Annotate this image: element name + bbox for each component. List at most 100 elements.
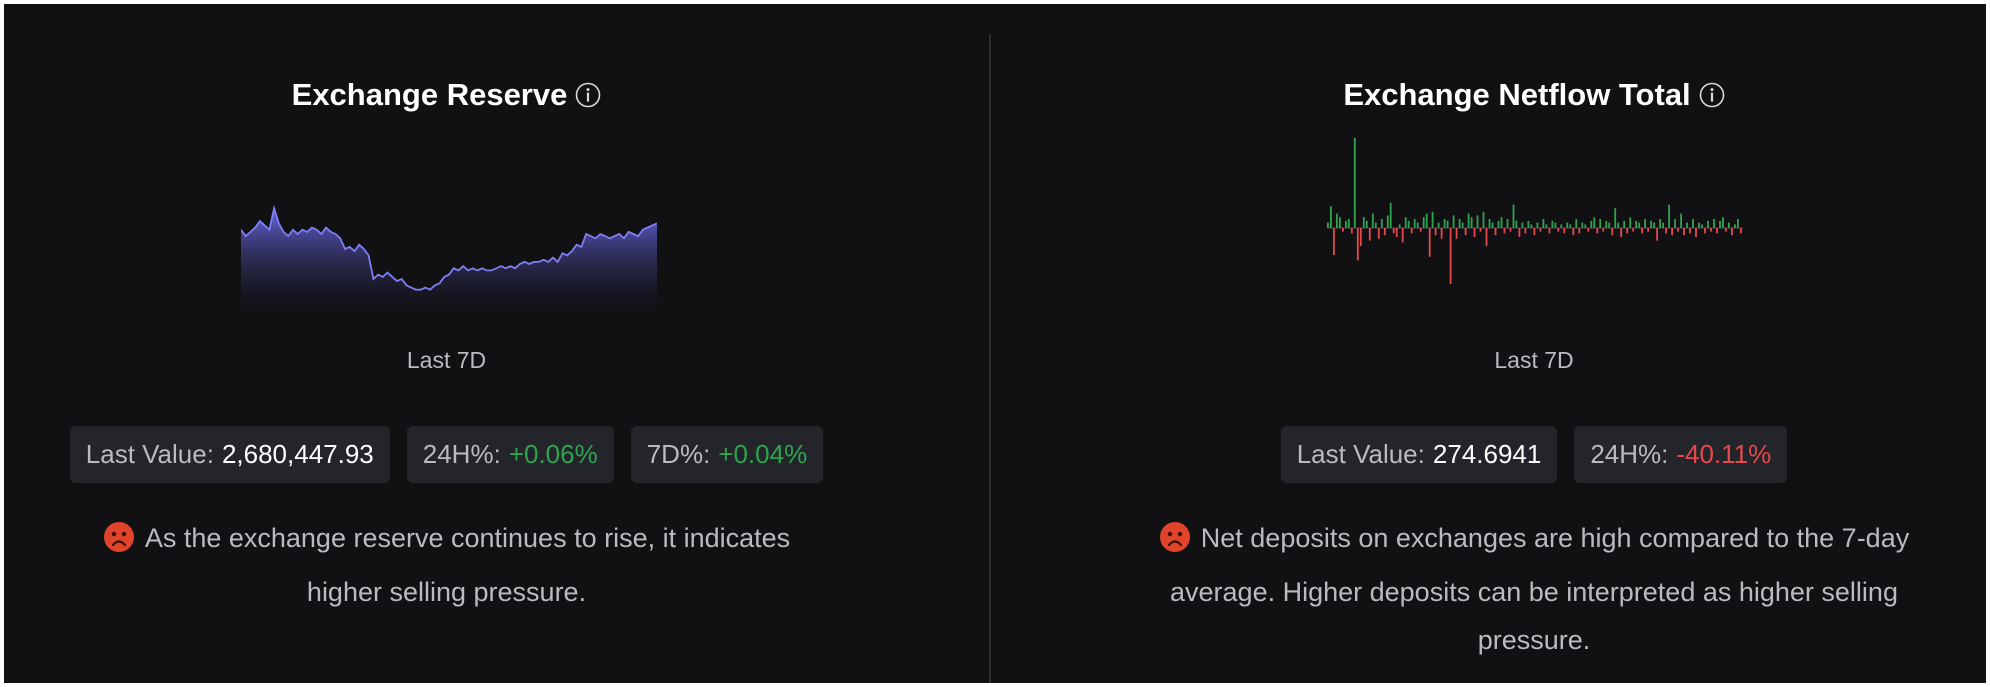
netflow-bar <box>1422 217 1425 228</box>
netflow-bar <box>1347 219 1350 228</box>
netflow-bar <box>1407 220 1410 228</box>
info-circle-icon[interactable] <box>575 82 601 108</box>
netflow-bar <box>1725 228 1727 232</box>
7d-change-value: +0.04% <box>718 439 808 469</box>
netflow-bar <box>1470 217 1473 228</box>
netflow-bar <box>1473 228 1476 237</box>
netflow-bar <box>1599 219 1602 228</box>
24h-change-label: 24H%: <box>1590 439 1669 469</box>
netflow-bar <box>1345 220 1347 228</box>
reserve-stats: Last Value: 2,680,447.93 24H%: +0.06% 7D… <box>4 426 889 483</box>
netflow-bar <box>1572 228 1575 236</box>
netflow-bar <box>1650 220 1652 228</box>
netflow-bar <box>1566 222 1569 228</box>
netflow-bar <box>1333 228 1335 255</box>
netflow-bar <box>1500 217 1503 228</box>
netflow-bar <box>1686 222 1688 228</box>
netflow-bar <box>1575 219 1578 228</box>
netflow-bar <box>1629 217 1632 228</box>
panel-title: Exchange Reserve <box>292 75 602 115</box>
reserve-note: As the exchange reserve continues to ris… <box>4 514 889 616</box>
netflow-bar <box>1632 228 1635 232</box>
netflow-bar <box>1449 228 1452 284</box>
netflow-bar <box>1467 213 1470 228</box>
netflow-bar <box>1638 222 1641 228</box>
netflow-bar <box>1551 220 1554 228</box>
netflow-bar <box>1740 228 1742 234</box>
netflow-bar <box>1662 222 1664 228</box>
netflow-bar <box>1728 222 1730 228</box>
netflow-bar-chart <box>1327 138 1743 284</box>
netflow-bar <box>1644 219 1646 228</box>
netflow-bar <box>1695 228 1697 237</box>
netflow-bar <box>1437 222 1440 228</box>
netflow-bar <box>1506 219 1509 228</box>
netflow-note-text: Net deposits on exchanges are high compa… <box>1170 523 1910 655</box>
netflow-bar <box>1443 219 1446 228</box>
last-value: 2,680,447.93 <box>221 439 374 469</box>
netflow-bar <box>1527 220 1530 228</box>
netflow-bar <box>1635 220 1638 228</box>
netflow-bar <box>1413 219 1416 228</box>
netflow-bar <box>1554 222 1557 228</box>
netflow-bar <box>1330 206 1332 228</box>
netflow-bar <box>1362 217 1365 228</box>
netflow-bar <box>1692 219 1694 228</box>
panel-title: Exchange Netflow Total <box>1343 75 1724 115</box>
netflow-bar <box>1374 222 1377 228</box>
info-circle-icon[interactable] <box>1699 82 1725 108</box>
netflow-bar <box>1548 228 1551 234</box>
netflow-bar <box>1431 211 1434 228</box>
netflow-bar <box>1353 138 1356 228</box>
netflow-bar <box>1620 228 1623 237</box>
netflow-bar <box>1707 220 1709 228</box>
7d-change-stat: 7D%: +0.04% <box>630 426 824 483</box>
netflow-bar <box>1485 228 1488 246</box>
netflow-bar <box>1587 228 1590 232</box>
dashboard-frame: Exchange Reserve Last 7D Last Value: 2,6… <box>4 4 1986 683</box>
netflow-bar <box>1392 228 1395 234</box>
netflow-bar <box>1674 219 1676 228</box>
netflow-bar <box>1602 228 1605 232</box>
netflow-bar <box>1560 224 1563 228</box>
netflow-bar <box>1494 228 1497 236</box>
netflow-bar <box>1668 204 1670 228</box>
netflow-bar <box>1623 220 1626 228</box>
netflow-bar <box>1605 220 1608 228</box>
netflow-bar <box>1386 215 1389 228</box>
netflow-bar <box>1656 228 1658 241</box>
netflow-bar <box>1368 228 1371 241</box>
exchange-netflow-panel: Exchange Netflow Total Last 7D Last Valu… <box>1099 4 1969 683</box>
netflow-bar <box>1671 228 1673 236</box>
netflow-bar <box>1683 228 1685 236</box>
netflow-note: Net deposits on exchanges are high compa… <box>1099 514 1969 664</box>
reserve-note-text: As the exchange reserve continues to ris… <box>144 523 791 607</box>
netflow-bar <box>1653 222 1655 228</box>
netflow-bar <box>1339 217 1341 228</box>
netflow-bar <box>1533 228 1536 236</box>
netflow-bar <box>1590 220 1593 228</box>
netflow-bar <box>1512 204 1515 228</box>
netflow-bar <box>1737 219 1739 228</box>
netflow-bar <box>1440 228 1443 239</box>
netflow-bar <box>1419 228 1422 232</box>
24h-change-stat: 24H%: +0.06% <box>406 426 614 483</box>
netflow-bar <box>1689 228 1691 234</box>
netflow-bar <box>1608 222 1611 228</box>
netflow-bar <box>1536 222 1539 228</box>
netflow-bar <box>1503 228 1506 234</box>
netflow-bar <box>1428 228 1431 257</box>
netflow-bar <box>1542 219 1545 228</box>
netflow-bar <box>1401 228 1404 243</box>
netflow-bar <box>1365 220 1368 228</box>
reserve-area-fill <box>241 208 657 314</box>
netflow-bar <box>1452 215 1455 228</box>
netflow-bar <box>1698 222 1700 228</box>
netflow-bar <box>1404 217 1407 228</box>
netflow-bar <box>1680 213 1682 228</box>
sad-face-icon <box>1159 520 1191 568</box>
reserve-area-chart <box>241 204 657 314</box>
netflow-bar <box>1557 228 1560 232</box>
24h-change-value: +0.06% <box>508 439 598 469</box>
24h-change-label: 24H%: <box>422 439 501 469</box>
